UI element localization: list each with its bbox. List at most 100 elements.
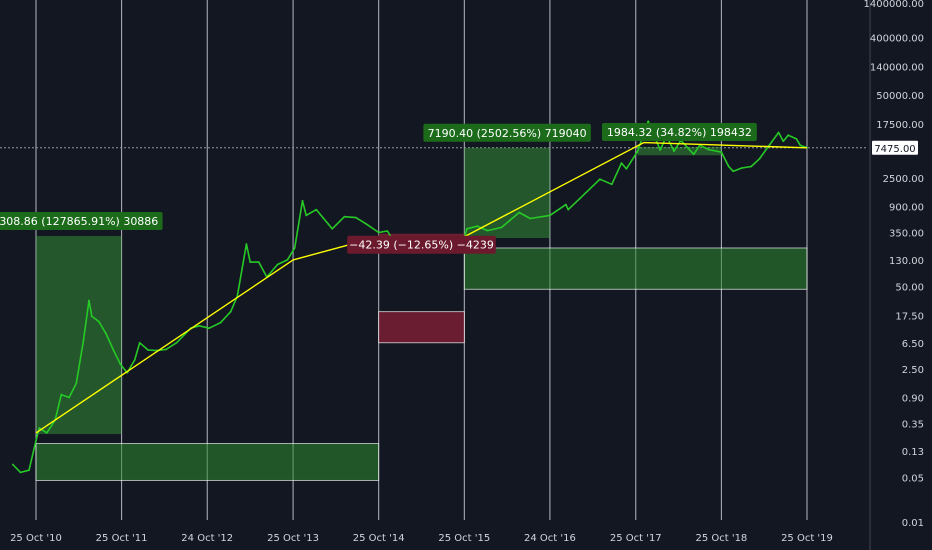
x-tick-label: 25 Oct '13 (267, 533, 319, 544)
axis-layer: 25 Oct '10 25 Oct '11 24 Oct '12 25 Oct '13… (10, 0, 924, 550)
price-point (750, 165, 753, 168)
measure-box (464, 147, 550, 238)
price-point (165, 348, 167, 351)
measure-label: 7190.40 (2502.56%) 719040 (428, 127, 587, 140)
price-point (599, 178, 601, 181)
y-tick-label: 1400000.00 (864, 0, 924, 10)
x-tick-label: 25 Oct '11 (96, 533, 148, 544)
price-point (249, 261, 252, 263)
label-layer: 308.86 (127865.91%) 30886 −42.39 (−12.65%… (0, 123, 757, 254)
y-tick-label: 350.00 (889, 228, 924, 239)
y-tick-label: 17500.00 (876, 120, 924, 131)
price-point (782, 140, 785, 143)
gain-label-bg (0, 211, 163, 230)
y-tick-label: 0.05 (902, 473, 924, 484)
price-point (90, 315, 93, 318)
x-tick-label: 24 Oct '12 (181, 533, 233, 544)
price-point (529, 217, 532, 220)
price-point (732, 170, 735, 173)
price-point (305, 214, 308, 217)
price-point (208, 327, 211, 330)
measure-box (378, 233, 465, 238)
y-tick-label: 2500.00 (883, 174, 924, 185)
x-tick-label: 24 Oct '16 (524, 533, 576, 544)
price-point (98, 320, 100, 323)
price-point (119, 363, 122, 366)
price-point (377, 231, 380, 234)
price-point (386, 230, 389, 232)
price-point (245, 243, 248, 246)
price-point (28, 469, 30, 472)
x-tick-label: 25 Oct '10 (10, 533, 62, 544)
price-point (707, 148, 710, 151)
price-point (331, 227, 334, 230)
gain-label-bg (423, 123, 591, 142)
price-point (518, 211, 521, 214)
price-point (795, 138, 798, 140)
price-point (11, 463, 14, 466)
price-point (579, 197, 581, 200)
price-point (692, 153, 695, 156)
price-point (276, 263, 279, 266)
price-point (365, 222, 367, 225)
price-point (60, 393, 63, 396)
price-point (476, 225, 479, 228)
price-point (112, 349, 115, 351)
measure-label: −42.39 (−12.65%) −4239 (349, 239, 494, 252)
y-tick-label: 2.50 (902, 365, 924, 376)
price-point (673, 150, 675, 153)
measure-label: 308.86 (127865.91%) 30886 (0, 215, 158, 228)
zone-layer (35, 147, 808, 481)
price-point (740, 167, 743, 169)
price-point (777, 131, 780, 134)
price-point (286, 259, 289, 261)
price-point (720, 151, 723, 154)
price-point (727, 165, 730, 168)
price-point (138, 341, 141, 344)
gain-label-bg (601, 123, 757, 142)
price-point (293, 247, 296, 249)
price-point (787, 134, 790, 137)
price-point (257, 261, 260, 263)
price-point (659, 149, 662, 151)
price-point (567, 208, 570, 211)
price-point (82, 339, 85, 342)
x-tick-label: 25 Oct '17 (610, 533, 662, 544)
y-tick-label: 0.90 (902, 393, 924, 404)
price-point (68, 396, 70, 399)
y-tick-label: 6.50 (902, 339, 924, 350)
price-point (636, 150, 639, 153)
y-tick-label: 0.35 (902, 420, 924, 431)
gain-zone (35, 443, 380, 481)
price-point (88, 299, 90, 302)
y-tick-label: 0.13 (902, 447, 924, 458)
price-point (45, 432, 48, 434)
y-tick-label: 17.50 (895, 311, 924, 322)
x-tick-label: 25 Oct '18 (695, 533, 747, 544)
last-price-value: 7475.00 (874, 144, 915, 155)
y-tick-label: 50.00 (895, 282, 924, 293)
price-point (322, 216, 324, 219)
measure-label: 1984.32 (34.82%) 198432 (607, 126, 752, 139)
x-tick-label: 25 Oct '14 (353, 533, 405, 544)
price-point (343, 215, 346, 218)
price-point (758, 158, 761, 160)
y-tick-label: 0.01 (902, 518, 924, 529)
price-point (105, 332, 107, 335)
price-point (355, 216, 357, 219)
loss-label-bg (347, 235, 496, 254)
price-point (466, 227, 468, 230)
price-point (301, 199, 304, 202)
price-point (147, 349, 150, 351)
y-tick-label: 130.00 (889, 256, 924, 267)
price-point (75, 382, 78, 385)
price-point (133, 359, 136, 361)
gain-zone (463, 247, 808, 290)
price-point (35, 439, 37, 442)
price-point (620, 162, 623, 165)
y-tick-label: 50000.00 (876, 91, 924, 102)
price-point (799, 144, 802, 147)
price-point (647, 120, 650, 123)
y-tick-label: 400000.00 (870, 34, 924, 45)
